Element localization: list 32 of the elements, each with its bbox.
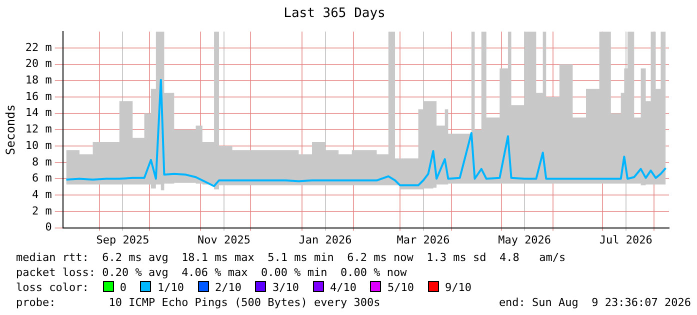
- y-tick-label: 18 m: [25, 74, 52, 87]
- y-tick-label: 8 m: [32, 155, 52, 168]
- y-tick-label: 6 m: [32, 172, 52, 185]
- text: packet loss: 0.20 % avg 4.06 % max 0.00 % min 0.00 % now: [16, 266, 407, 279]
- text: end: Sun Aug 9 23:36:07 2026: [498, 295, 691, 310]
- y-tick-label: 12 m: [25, 122, 52, 136]
- text: probe: 10 ICMP Echo Pings (500 Bytes) every 300s: [16, 296, 380, 309]
- text: 1/10: [157, 281, 184, 294]
- y-tick-label: 4 m: [32, 188, 52, 201]
- chart-title: Last 365 Days: [284, 6, 386, 22]
- text: loss color:: [16, 281, 89, 294]
- x-tick-label: May 2026: [498, 233, 552, 246]
- y-tick-label: 0: [45, 220, 52, 234]
- x-tick-label: Mar 2026: [396, 233, 450, 246]
- x-tick-label: Jul 2026: [599, 233, 652, 246]
- x-tick-label: Nov 2025: [198, 233, 250, 246]
- y-tick-label: 2 m: [32, 204, 52, 218]
- y-tick-label: 14 m: [25, 106, 52, 120]
- y-tick-label: 22 m: [25, 40, 52, 54]
- text: 5/10: [387, 281, 414, 294]
- y-tick-label: 20 m: [25, 57, 52, 70]
- text: 2/10: [214, 281, 242, 294]
- text: 0: [120, 281, 126, 294]
- y-axis-title: Seconds: [3, 104, 18, 155]
- y-tick-label: 10 m: [25, 138, 52, 152]
- y-tick-label: 16 m: [25, 90, 52, 103]
- x-tick-label: Sep 2025: [96, 233, 150, 246]
- text: median rtt: 6.2 ms avg 18.1 ms max 5.1 ms min 6.2 ms now 1.3 ms sd 4.8 am/s: [16, 251, 566, 264]
- text: 3/10: [272, 281, 299, 294]
- text: 4/10: [330, 281, 356, 294]
- text: 9/10: [444, 281, 472, 294]
- x-tick-label: Jan 2026: [298, 233, 352, 246]
